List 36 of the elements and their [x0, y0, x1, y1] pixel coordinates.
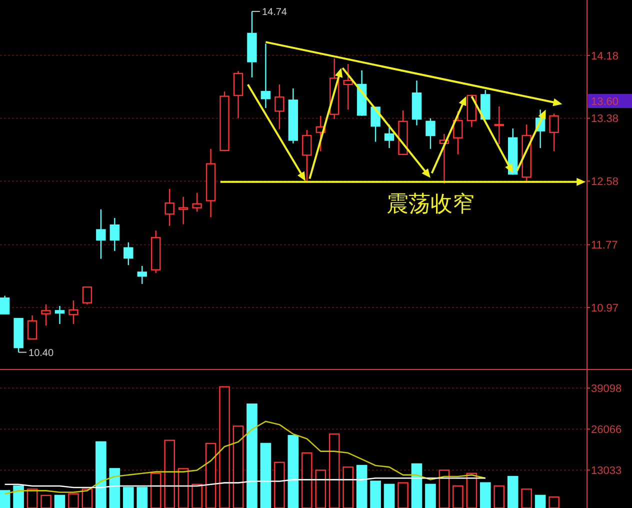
candlestick — [27, 314, 38, 340]
candlestick — [82, 286, 92, 305]
candlestick — [384, 124, 394, 149]
line-series — [4, 420, 486, 494]
y-tick-label: 13033 — [591, 464, 622, 477]
annotation: 14.74 — [262, 6, 288, 18]
candlestick — [274, 84, 284, 130]
y-tick-label: 26066 — [591, 424, 622, 436]
candlestick — [96, 208, 106, 260]
candlestick — [54, 305, 65, 325]
annotation: 10.40 — [28, 348, 54, 359]
candlestick — [164, 188, 174, 226]
annotation: 震荡收窄 — [386, 192, 474, 217]
candlestick — [68, 300, 78, 325]
candlestick — [260, 43, 271, 109]
candlestick — [494, 106, 504, 145]
y-tick-label: 12.58 — [591, 176, 619, 188]
candlestick — [178, 196, 188, 225]
line-series — [4, 477, 486, 488]
candlestick — [41, 304, 51, 326]
y-tick-label: 13.38 — [591, 113, 619, 126]
candlestick — [110, 217, 120, 252]
y-tick-label: 14.18 — [591, 50, 619, 62]
candlestick — [233, 70, 244, 119]
candlestick — [453, 110, 463, 155]
candlestick — [426, 118, 436, 150]
candlestick — [370, 106, 380, 142]
candlestick — [549, 112, 559, 152]
y-tick-label: 39098 — [591, 382, 622, 395]
candlestick — [0, 295, 10, 314]
text: 13.60 — [591, 96, 619, 108]
candlestick — [137, 265, 147, 285]
y-tick-label: 10.97 — [591, 302, 619, 314]
candlestick — [124, 242, 134, 266]
y-tick-label: 11.77 — [591, 240, 618, 252]
candlestick — [192, 192, 202, 212]
